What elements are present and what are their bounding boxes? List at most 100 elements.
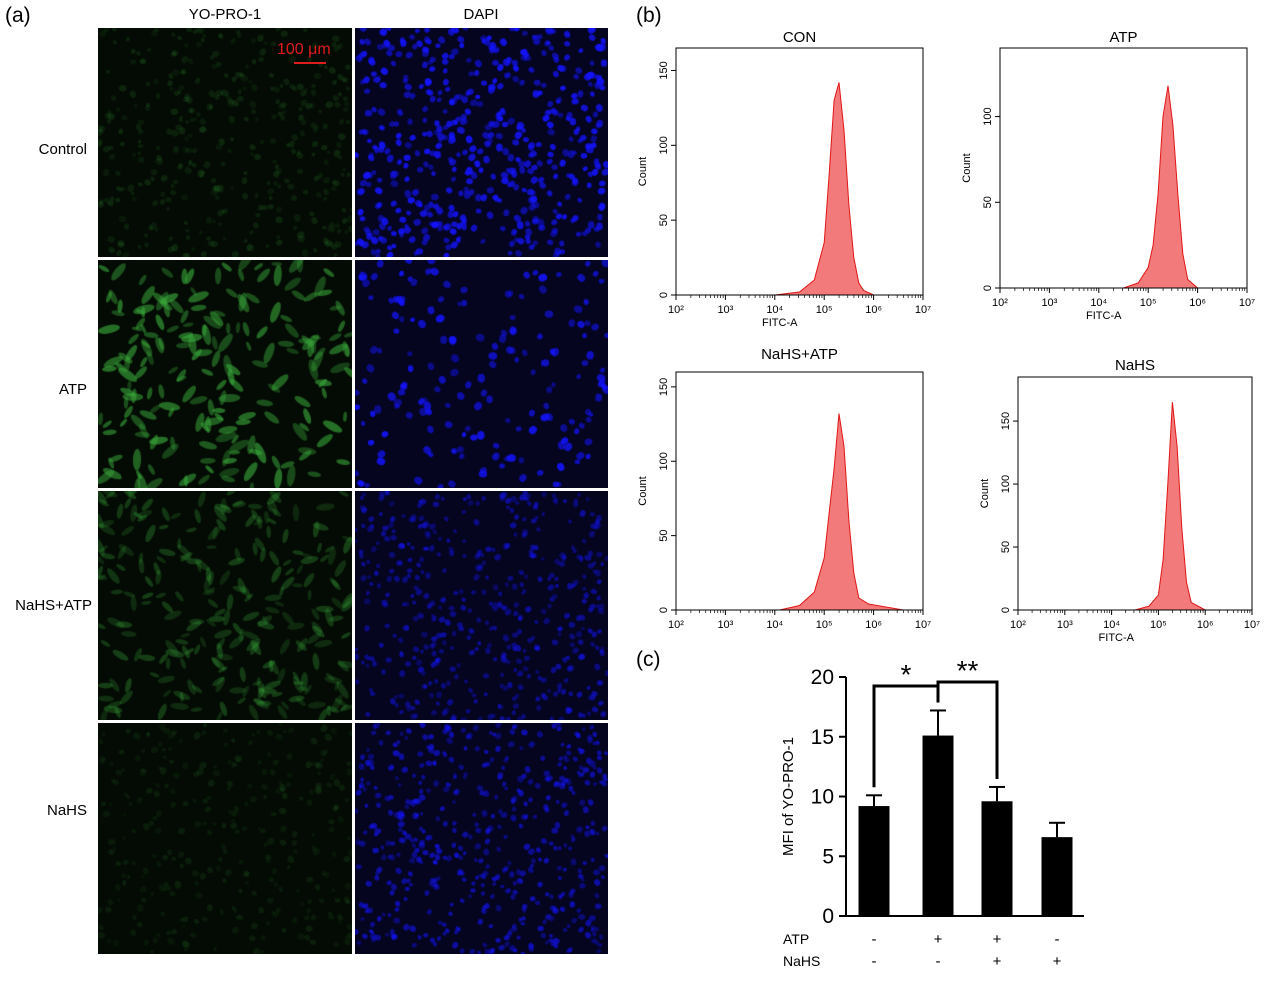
x-tick-label: 10³	[1057, 619, 1073, 631]
x-tick-label: 10⁷	[915, 619, 931, 631]
histogram-title: NaHS+ATP	[761, 346, 838, 363]
micrograph-nahs-dapi	[355, 723, 608, 954]
histogram-1: 10² 10³ 10⁴ 10⁵ 10⁶ 10⁷ 0 50 100 ATP Count FITC-A	[961, 29, 1255, 322]
y-tick-label: 100	[658, 452, 670, 470]
atp-condition: -	[872, 931, 877, 948]
scale-bar	[294, 62, 326, 64]
x-tick-label: 10⁷	[915, 304, 931, 316]
x-tick-label: 10⁷	[1244, 619, 1260, 631]
scale-bar-label: 100 μm	[277, 41, 331, 58]
x-tick-label: 10²	[1010, 619, 1026, 631]
y-tick-label: 150	[1000, 412, 1012, 430]
row-label-nahs: NaHS	[783, 953, 820, 969]
micrograph-control-yopro	[98, 28, 352, 257]
atp-condition: +	[993, 931, 1002, 948]
y-tick-label: 100	[658, 136, 670, 154]
y-tick-label: 5	[822, 845, 834, 868]
y-axis-label: Count	[979, 479, 991, 508]
panel-b-label: (b)	[636, 4, 662, 27]
x-tick-label: 10⁶	[1197, 619, 1214, 631]
x-tick-label: 10⁴	[1090, 297, 1107, 309]
histogram-3: 10² 10³ 10⁴ 10⁵ 10⁶ 10⁷ 0 50 100 150 NaHS Count FITC…	[979, 357, 1260, 644]
atp-condition: -	[1055, 931, 1060, 948]
x-tick-label: 10³	[1041, 297, 1057, 309]
plot-frame	[675, 371, 924, 611]
y-tick-label: 0	[658, 607, 670, 613]
micrograph-atp-yopro	[98, 260, 352, 488]
x-tick-label: 10⁷	[1239, 297, 1255, 309]
x-tick-label: 10³	[717, 304, 733, 316]
x-tick-label: 10³	[717, 619, 733, 631]
histogram-area	[1134, 402, 1206, 611]
bar	[981, 801, 1013, 916]
plot-frame	[675, 47, 924, 296]
nahs-condition: -	[872, 953, 877, 970]
histogram-area	[774, 82, 874, 296]
histogram-area	[779, 413, 904, 611]
bar	[922, 735, 954, 916]
y-tick-label: 0	[658, 292, 670, 298]
y-tick-label: 100	[982, 107, 994, 125]
histogram-area	[1123, 85, 1199, 289]
y-tick-label: 50	[982, 196, 994, 208]
x-tick-label: 10²	[668, 304, 684, 316]
y-tick-label: 100	[1000, 475, 1012, 493]
micrograph-nahs-atp-yopro	[98, 491, 352, 720]
nahs-condition: +	[1053, 953, 1062, 970]
nahs-condition: -	[936, 953, 941, 970]
bar	[858, 806, 890, 916]
nahs-condition: +	[993, 953, 1002, 970]
histogram-title: CON	[783, 29, 816, 46]
atp-condition: +	[934, 931, 943, 948]
x-tick-label: 10⁶	[865, 619, 882, 631]
x-axis-label: FITC-A	[1099, 632, 1135, 644]
micrograph-control-dapi	[355, 28, 608, 257]
x-tick-label: 10⁴	[766, 619, 783, 631]
y-tick-label: 0	[982, 285, 994, 291]
panel-c-label: (c)	[636, 648, 661, 671]
x-tick-label: 10⁴	[1103, 619, 1120, 631]
histogram-2: 10² 10³ 10⁴ 10⁵ 10⁶ 10⁷ 0 50 100 150 NaHS+ATP Count	[637, 346, 931, 631]
y-tick-label: 0	[822, 905, 834, 928]
bar	[1041, 837, 1073, 916]
y-tick-label: 50	[658, 214, 670, 226]
significance-label: **	[957, 655, 979, 686]
significance-label: *	[901, 659, 912, 690]
histogram-title: ATP	[1109, 29, 1137, 46]
x-axis-label: FITC-A	[762, 317, 798, 329]
plot-frame	[1017, 376, 1253, 611]
y-axis-label: Count	[961, 153, 973, 182]
y-tick-label: 150	[658, 61, 670, 79]
micrograph-nahs-atp-dapi	[355, 491, 608, 720]
column-header-dapi: DAPI	[463, 6, 499, 23]
panel-a-label: (a)	[5, 4, 31, 27]
x-tick-label: 10²	[992, 297, 1008, 309]
histogram-0: 10² 10³ 10⁴ 10⁵ 10⁶ 10⁷ 0 50 100 150 CON Count FITC-…	[637, 29, 931, 329]
x-tick-label: 10⁵	[816, 619, 833, 631]
histogram-title: NaHS	[1115, 357, 1155, 374]
micrograph-nahs-yopro	[98, 723, 352, 954]
row-label-atp: ATP	[783, 931, 809, 947]
row-label-nahs-atp: NaHS+ATP	[15, 597, 92, 614]
x-axis-label: FITC-A	[1086, 310, 1122, 322]
row-label-atp: ATP	[58, 381, 87, 398]
x-tick-label: 10⁵	[1150, 619, 1167, 631]
y-axis-label: Count	[637, 476, 649, 505]
y-tick-label: 20	[811, 666, 834, 689]
y-axis-label: MFI of YO-PRO-1	[780, 737, 797, 856]
plot-frame	[999, 47, 1248, 289]
y-axis-label: Count	[637, 157, 649, 186]
x-tick-label: 10⁴	[766, 304, 783, 316]
y-tick-label: 50	[1000, 541, 1012, 553]
row-label-nahs: NaHS	[46, 802, 87, 819]
y-tick-label: 0	[1000, 607, 1012, 613]
significance-bracket	[936, 680, 999, 779]
y-tick-label: 150	[658, 378, 670, 396]
y-tick-label: 15	[811, 726, 834, 749]
x-tick-label: 10⁵	[1140, 297, 1157, 309]
x-tick-label: 10²	[668, 619, 684, 631]
y-tick-label: 10	[811, 786, 834, 809]
x-tick-label: 10⁶	[1189, 297, 1206, 309]
